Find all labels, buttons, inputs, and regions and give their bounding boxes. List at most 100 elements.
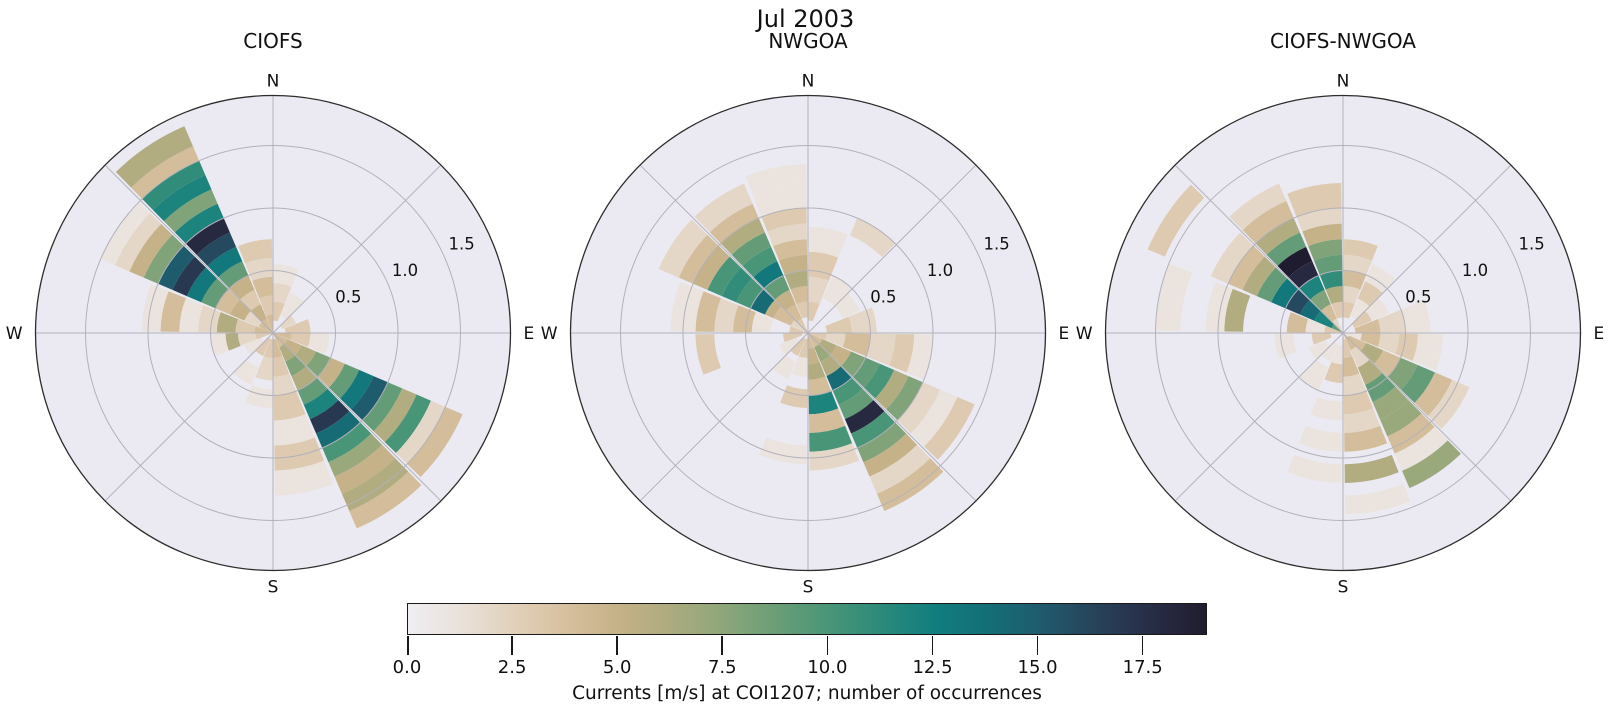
angular-gridline: [1342, 164, 1512, 334]
rose-segment: [695, 291, 721, 332]
rose-segment: [225, 333, 241, 351]
cardinal-label: E: [1059, 324, 1070, 344]
rose-segment: [832, 377, 863, 405]
angular-gridline: [272, 164, 442, 334]
colorbar-tick-label: 15.0: [1017, 657, 1058, 678]
rose-segment: [1296, 208, 1342, 232]
rose-segment: [1242, 256, 1276, 297]
rose-segment: [1387, 357, 1418, 390]
rose-segment: [1343, 239, 1378, 261]
rose-segment: [295, 345, 317, 366]
rose-segment: [826, 366, 852, 391]
rose-segment: [207, 246, 243, 278]
rose-segment: [340, 369, 374, 410]
rose-segment: [1308, 239, 1343, 261]
rose-segment: [876, 458, 944, 512]
rose-segment: [316, 411, 361, 448]
rose-segment: [280, 315, 296, 330]
rose-segment: [1319, 270, 1343, 290]
colorbar-tick: [826, 636, 829, 655]
rose-segment: [273, 338, 283, 358]
rose-segment: [273, 391, 306, 421]
rose-segment: [1299, 300, 1321, 321]
plot-title-nwgoa: NWGOA: [768, 29, 848, 53]
rose-segment: [1343, 391, 1374, 415]
rose-segment: [1343, 373, 1367, 396]
rose-segment: [1365, 264, 1396, 293]
rose-segment: [1350, 346, 1370, 368]
rose-segment: [852, 357, 880, 388]
rose-segment: [1310, 289, 1331, 311]
cardinal-label: N: [1337, 72, 1350, 92]
rose-segment: [285, 355, 306, 377]
rose-segment: [707, 256, 741, 297]
rose-segment: [808, 333, 827, 340]
rose-segment: [1324, 326, 1343, 333]
rose-segment: [808, 333, 823, 344]
rose-segment: [775, 289, 796, 311]
rose-segment: [767, 223, 807, 246]
rose-segment: [1228, 245, 1265, 290]
radial-tick-label: 1.0: [927, 261, 953, 280]
rose-segment: [842, 333, 871, 357]
rose-segment: [273, 333, 288, 344]
rose-segment: [334, 444, 396, 494]
cardinal-label: E: [524, 324, 535, 344]
rose-segment: [284, 319, 311, 333]
rose-segment: [694, 183, 753, 233]
rose-segment: [115, 126, 193, 188]
rose-segment: [273, 283, 292, 304]
rose-segment: [857, 422, 907, 463]
rose-segment: [274, 437, 325, 471]
rose-segment: [742, 246, 778, 278]
rose-segment: [238, 239, 273, 264]
rose-segment: [1205, 281, 1233, 332]
rose-segment: [235, 319, 256, 333]
rose-segment: [1401, 365, 1435, 403]
rose-segment: [798, 338, 808, 358]
rose-segment: [924, 397, 975, 460]
rose-segment: [886, 376, 923, 421]
rose-segment: [830, 345, 852, 366]
rose-segment: [172, 256, 206, 297]
rose-segment: [844, 400, 885, 434]
colorbar-ticks: 0.0 2.5 5.0 7.5 10.0 12.5 15.0 17.5: [393, 636, 1207, 678]
rose-segment: [384, 394, 431, 454]
rose-segment: [274, 414, 315, 446]
polar-outline: [34, 94, 512, 572]
rose-segment: [849, 218, 896, 257]
cardinal-label: W: [541, 324, 558, 344]
rose-segment: [186, 267, 218, 303]
colorbar-tick-label: 2.5: [497, 657, 527, 678]
rose-segment: [1402, 440, 1461, 489]
rose-segment: [262, 318, 273, 333]
rose-segment: [328, 363, 360, 399]
rose-segment: [808, 333, 814, 349]
rose-segment: [152, 175, 212, 222]
angular-gridline: [1342, 332, 1512, 502]
rose-segment: [317, 357, 345, 388]
rose-segment: [1365, 298, 1389, 321]
rose-segment: [1313, 254, 1343, 275]
rose-segment: [1360, 342, 1384, 364]
rose-segment: [341, 458, 409, 512]
colorbar-tick: [931, 636, 934, 655]
rose-segment: [229, 300, 251, 321]
rose-segment: [1256, 267, 1288, 303]
rose-segment: [303, 388, 339, 420]
rose-segment: [796, 301, 808, 319]
rose-segment: [863, 433, 918, 477]
rose-segment: [789, 326, 808, 333]
rose-segment: [351, 376, 388, 421]
angular-gridline: [104, 164, 274, 334]
rose-segment: [1374, 350, 1401, 377]
colorbar-tick: [616, 636, 618, 655]
rose-segment: [773, 355, 796, 379]
cardinal-label: W: [6, 324, 23, 344]
angular-gridline: [272, 332, 442, 502]
rose-segment: [142, 160, 206, 210]
rose-segment: [1298, 425, 1342, 452]
rose-segment: [251, 304, 267, 322]
rose-segment: [1394, 426, 1448, 471]
rose-segment: [407, 406, 463, 478]
